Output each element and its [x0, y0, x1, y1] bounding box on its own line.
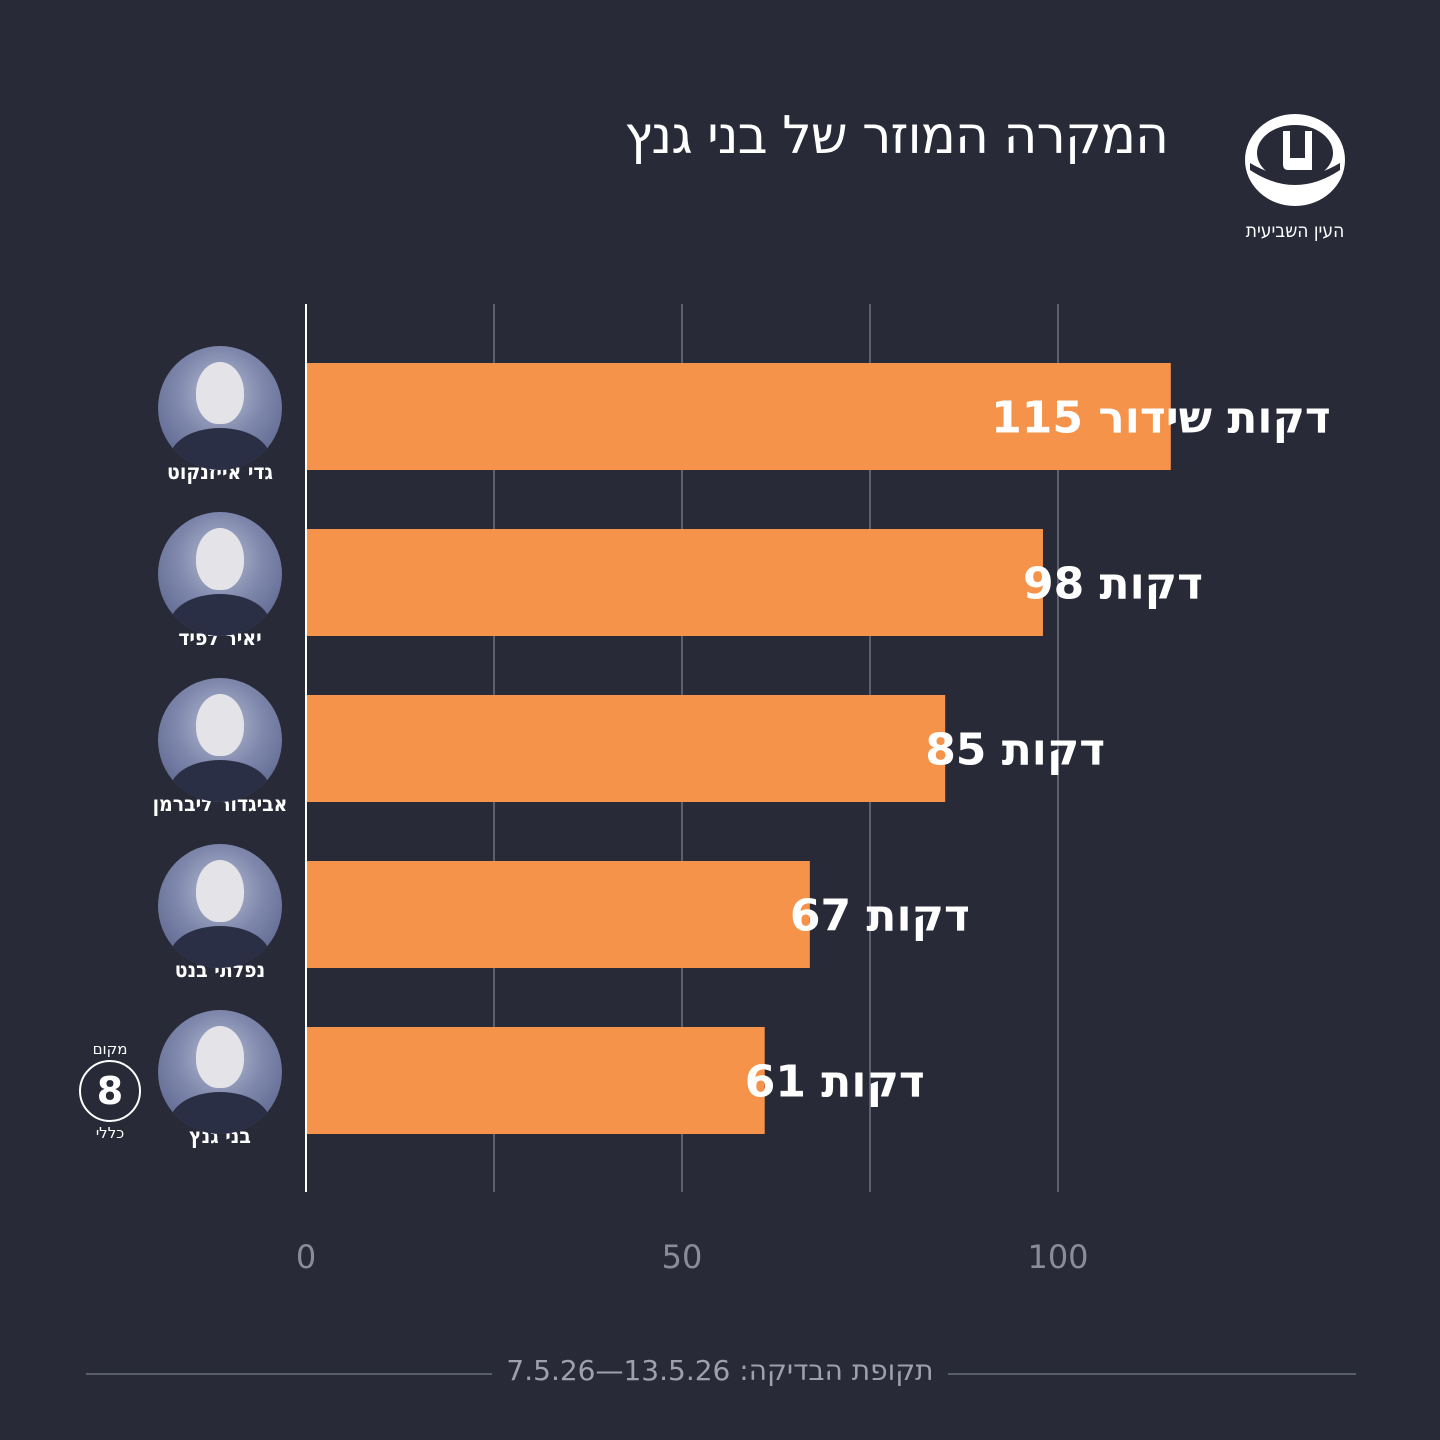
- logo-text: העין השביעית: [1245, 220, 1345, 242]
- bar-value-label: 67 דקות: [790, 891, 970, 942]
- person-item: יאיר לפיד: [130, 512, 310, 650]
- rank-badge: מקום 8 כללי: [62, 1040, 158, 1142]
- bar: [306, 1027, 765, 1134]
- publisher-logo: העין השביעית: [1240, 108, 1350, 242]
- bar: [306, 861, 810, 968]
- rank-number: 8: [79, 1060, 141, 1122]
- x-tick-label: 50: [662, 1238, 703, 1276]
- bar-value-label: 115 דקות שידור: [991, 393, 1331, 444]
- avatar: [158, 844, 282, 968]
- avatar-shoulders: [170, 760, 270, 802]
- rank-bottom-label: כללי: [95, 1124, 125, 1142]
- bar-value-label: 61 דקות: [745, 1057, 925, 1108]
- bar-value-label: 98 דקות: [1023, 559, 1203, 610]
- avatar-head: [196, 528, 244, 590]
- footer-period-text: תקופת הבדיקה: 13.5.26—7.5.26: [492, 1354, 948, 1387]
- avatar-shoulders: [170, 428, 270, 470]
- avatar-shoulders: [170, 594, 270, 636]
- footer: תקופת הבדיקה: 13.5.26—7.5.26: [0, 1354, 1440, 1387]
- x-tick-label: 0: [296, 1238, 316, 1276]
- avatar: [158, 346, 282, 470]
- chart-title: המקרה המוזר של בני גנץ: [624, 106, 1169, 166]
- footer-divider-left: [86, 1373, 511, 1375]
- bar: [306, 529, 1043, 636]
- avatar-shoulders: [170, 926, 270, 968]
- rank-top-label: מקום: [92, 1040, 128, 1058]
- avatar: [158, 678, 282, 802]
- avatar-head: [196, 860, 244, 922]
- avatar-head: [196, 362, 244, 424]
- person-item: בני גנץ: [130, 1010, 310, 1148]
- avatar: [158, 512, 282, 636]
- person-item: נפלתי בנט: [130, 844, 310, 982]
- person-item: גדי אייזנקוט: [130, 346, 310, 484]
- bar-value-label: 85 דקות: [925, 725, 1105, 776]
- eye-logo-icon: [1245, 114, 1345, 206]
- bar: [306, 695, 946, 802]
- footer-divider-right: [932, 1373, 1356, 1375]
- x-tick-label: 100: [1027, 1238, 1088, 1276]
- avatar: [158, 1010, 282, 1134]
- avatar-head: [196, 694, 244, 756]
- person-item: אביגדור ליברמן: [130, 678, 310, 816]
- bar: [306, 363, 1171, 470]
- avatar-shoulders: [170, 1092, 270, 1134]
- avatar-head: [196, 1026, 244, 1088]
